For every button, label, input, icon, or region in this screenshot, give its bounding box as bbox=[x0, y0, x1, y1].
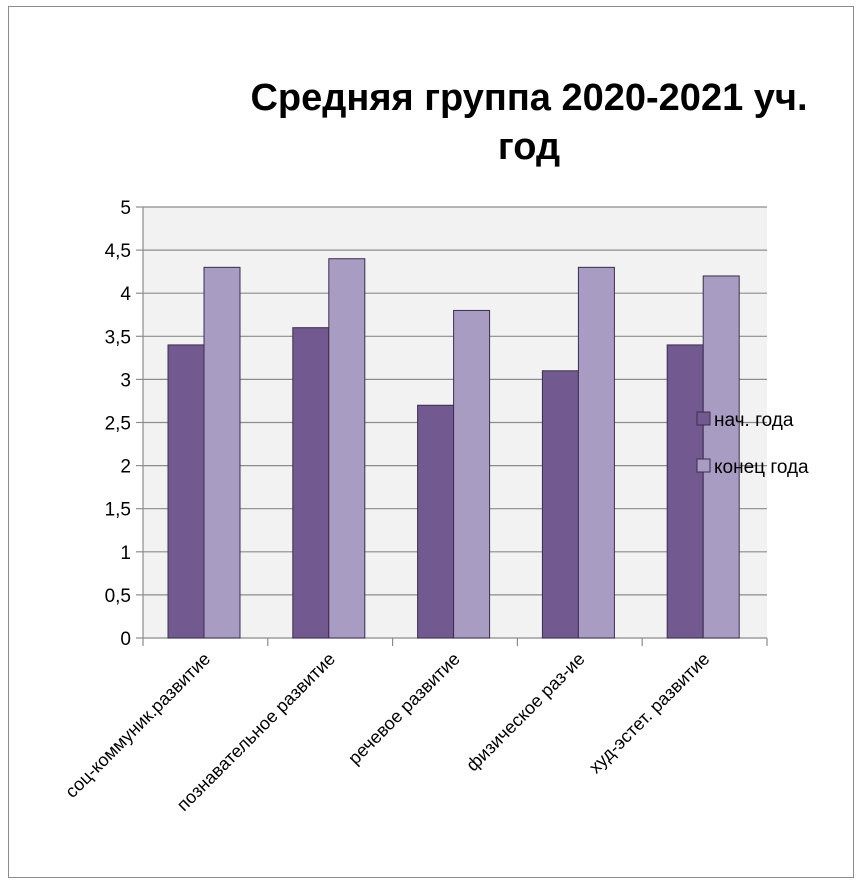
bar-start-5 bbox=[666, 344, 704, 639]
y-tick-label: 3 bbox=[120, 370, 131, 391]
bar-start-4 bbox=[541, 370, 579, 639]
bar-end-4 bbox=[577, 266, 615, 639]
legend-label-2: конец года bbox=[714, 457, 809, 478]
y-tick-label: 4 bbox=[120, 284, 131, 305]
legend-label-1: нач. года bbox=[714, 410, 794, 431]
category-label: речевое развитие bbox=[344, 649, 464, 769]
bar-start-3 bbox=[417, 404, 455, 639]
category-label: соц-коммуник.развитие bbox=[61, 649, 214, 802]
bar-end-5 bbox=[702, 275, 740, 639]
y-tick-label: 2 bbox=[120, 457, 131, 478]
category-label: худ-эстет. развитие bbox=[585, 649, 714, 778]
y-tick-label: 3,5 bbox=[105, 327, 131, 348]
bar-end-3 bbox=[453, 309, 491, 639]
bar-end-2 bbox=[328, 258, 366, 639]
bar-start-1 bbox=[167, 344, 205, 639]
y-tick-label: 1 bbox=[120, 543, 131, 564]
bar-end-1 bbox=[203, 266, 241, 639]
category-label: физическое раз-ие bbox=[462, 649, 588, 775]
chart-title-line2: год bbox=[498, 126, 560, 168]
y-tick-label: 5 bbox=[120, 198, 131, 219]
legend-swatch-2 bbox=[696, 458, 711, 473]
legend-swatch-1 bbox=[696, 411, 711, 426]
y-tick-label: 4,5 bbox=[105, 241, 131, 262]
bar-start-2 bbox=[292, 327, 330, 639]
chart-title-line1: Средняя группа 2020-2021 уч. bbox=[250, 77, 807, 119]
y-tick-label: 1,5 bbox=[105, 500, 131, 521]
y-tick-label: 0 bbox=[120, 629, 131, 650]
y-tick-label: 0,5 bbox=[105, 586, 131, 607]
y-tick-label: 2,5 bbox=[105, 414, 131, 435]
